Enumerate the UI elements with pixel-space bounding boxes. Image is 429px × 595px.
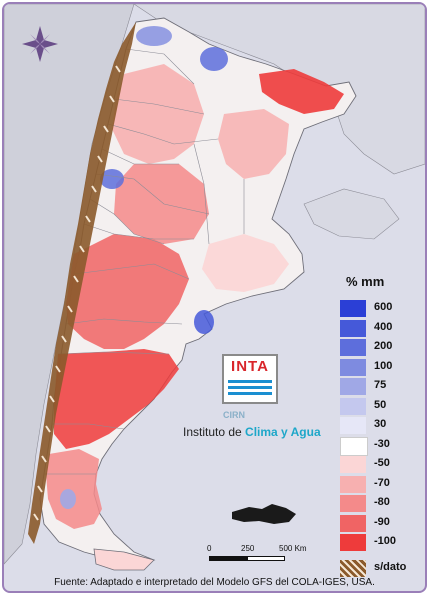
legend-label: 200 [374, 340, 393, 352]
legend-label: 400 [374, 320, 393, 333]
scale-bar: 0 250 500 Km [207, 544, 317, 568]
legend-label: -70 [374, 476, 390, 489]
legend-title: % mm [346, 274, 385, 289]
source-note: Fuente: Adaptado e interpretado del Mode… [54, 577, 375, 588]
legend-item: 600 [340, 298, 420, 318]
anomaly-zone-red-east [218, 109, 289, 179]
compass-rose-icon [22, 26, 58, 62]
legend-swatch [340, 417, 366, 434]
institute-prefix: Instituto de [183, 425, 246, 439]
scale-label-500: 500 Km [279, 544, 307, 553]
legend-label: 100 [374, 359, 393, 372]
neighbor-land-uruguay [303, 188, 400, 240]
malvinas-islands [232, 504, 296, 524]
legend-item: -50 [340, 454, 420, 474]
legend-item: 50 [340, 396, 420, 416]
institute-name: Instituto de Clima y Agua [183, 425, 321, 439]
legend-swatch [340, 319, 366, 337]
anomaly-zone-red-northeast [259, 69, 344, 114]
legend-label: -50 [374, 457, 390, 469]
legend-label-no-data: s/dato [374, 560, 407, 573]
anomaly-spot-blue-coast [194, 310, 214, 334]
anomaly-zone-pink-pampa [202, 234, 289, 292]
legend-swatch [340, 514, 366, 532]
legend: % mm 600 400 200 100 75 50 30 -30 -50 -70 -80 -90 -1… [340, 274, 420, 577]
anomaly-spot-blue-cuyo [100, 169, 124, 189]
anomaly-zone-red-north [112, 64, 204, 164]
inta-logo: INTA [222, 354, 278, 404]
legend-item: 200 [340, 337, 420, 357]
scale-label-0: 0 [207, 544, 212, 553]
tierra-del-fuego [93, 548, 155, 571]
legend-label: 30 [374, 418, 387, 430]
inta-logo-text: INTA [231, 358, 269, 375]
legend-item: 30 [340, 415, 420, 435]
anomaly-spot-blue-northwest [136, 26, 172, 46]
legend-item: 75 [340, 376, 420, 396]
no-data-andes-strip [28, 22, 136, 544]
scale-bar-segment-1 [209, 556, 247, 561]
scale-bar-segment-2 [247, 556, 285, 561]
precipitation-anomaly-map [4, 4, 425, 571]
institute-accent: Clima y Agua [245, 425, 321, 439]
anomaly-spot-blue-north [200, 47, 228, 71]
anomaly-spot-blue-south [60, 489, 76, 509]
legend-item-no-data: s/dato [340, 558, 420, 578]
legend-label: 600 [374, 301, 393, 313]
legend-item: -90 [340, 513, 420, 533]
legend-item: 100 [340, 357, 420, 377]
province-borders [44, 48, 245, 475]
anomaly-zone-red-center [114, 164, 209, 244]
legend-swatch [340, 534, 366, 551]
legend-label: 75 [374, 379, 387, 391]
legend-swatch [340, 339, 366, 356]
legend-swatch [340, 378, 366, 395]
legend-item: -100 [340, 532, 420, 552]
scale-label-250: 250 [241, 544, 255, 553]
legend-label: -30 [374, 437, 390, 450]
legend-label: 50 [374, 398, 387, 411]
inta-logo-mark [228, 380, 272, 395]
legend-item: -30 [340, 435, 420, 456]
legend-swatch [340, 475, 366, 493]
legend-swatch [340, 358, 366, 376]
legend-item: -80 [340, 493, 420, 513]
legend-label: -100 [374, 535, 397, 547]
legend-swatch [340, 495, 366, 512]
legend-swatch [340, 397, 366, 415]
legend-label: -80 [374, 496, 390, 508]
legend-swatch [340, 300, 366, 317]
legend-item: 400 [340, 318, 420, 338]
legend-label: -90 [374, 515, 390, 528]
legend-item: -70 [340, 474, 420, 494]
legend-swatch-no-data [340, 559, 366, 577]
legend-swatch [340, 456, 366, 473]
cirn-label: CIRN [223, 410, 245, 420]
legend-swatch [340, 436, 368, 456]
anomaly-zone-red-patagonia [46, 449, 102, 529]
no-data-andes-dots [33, 65, 121, 521]
